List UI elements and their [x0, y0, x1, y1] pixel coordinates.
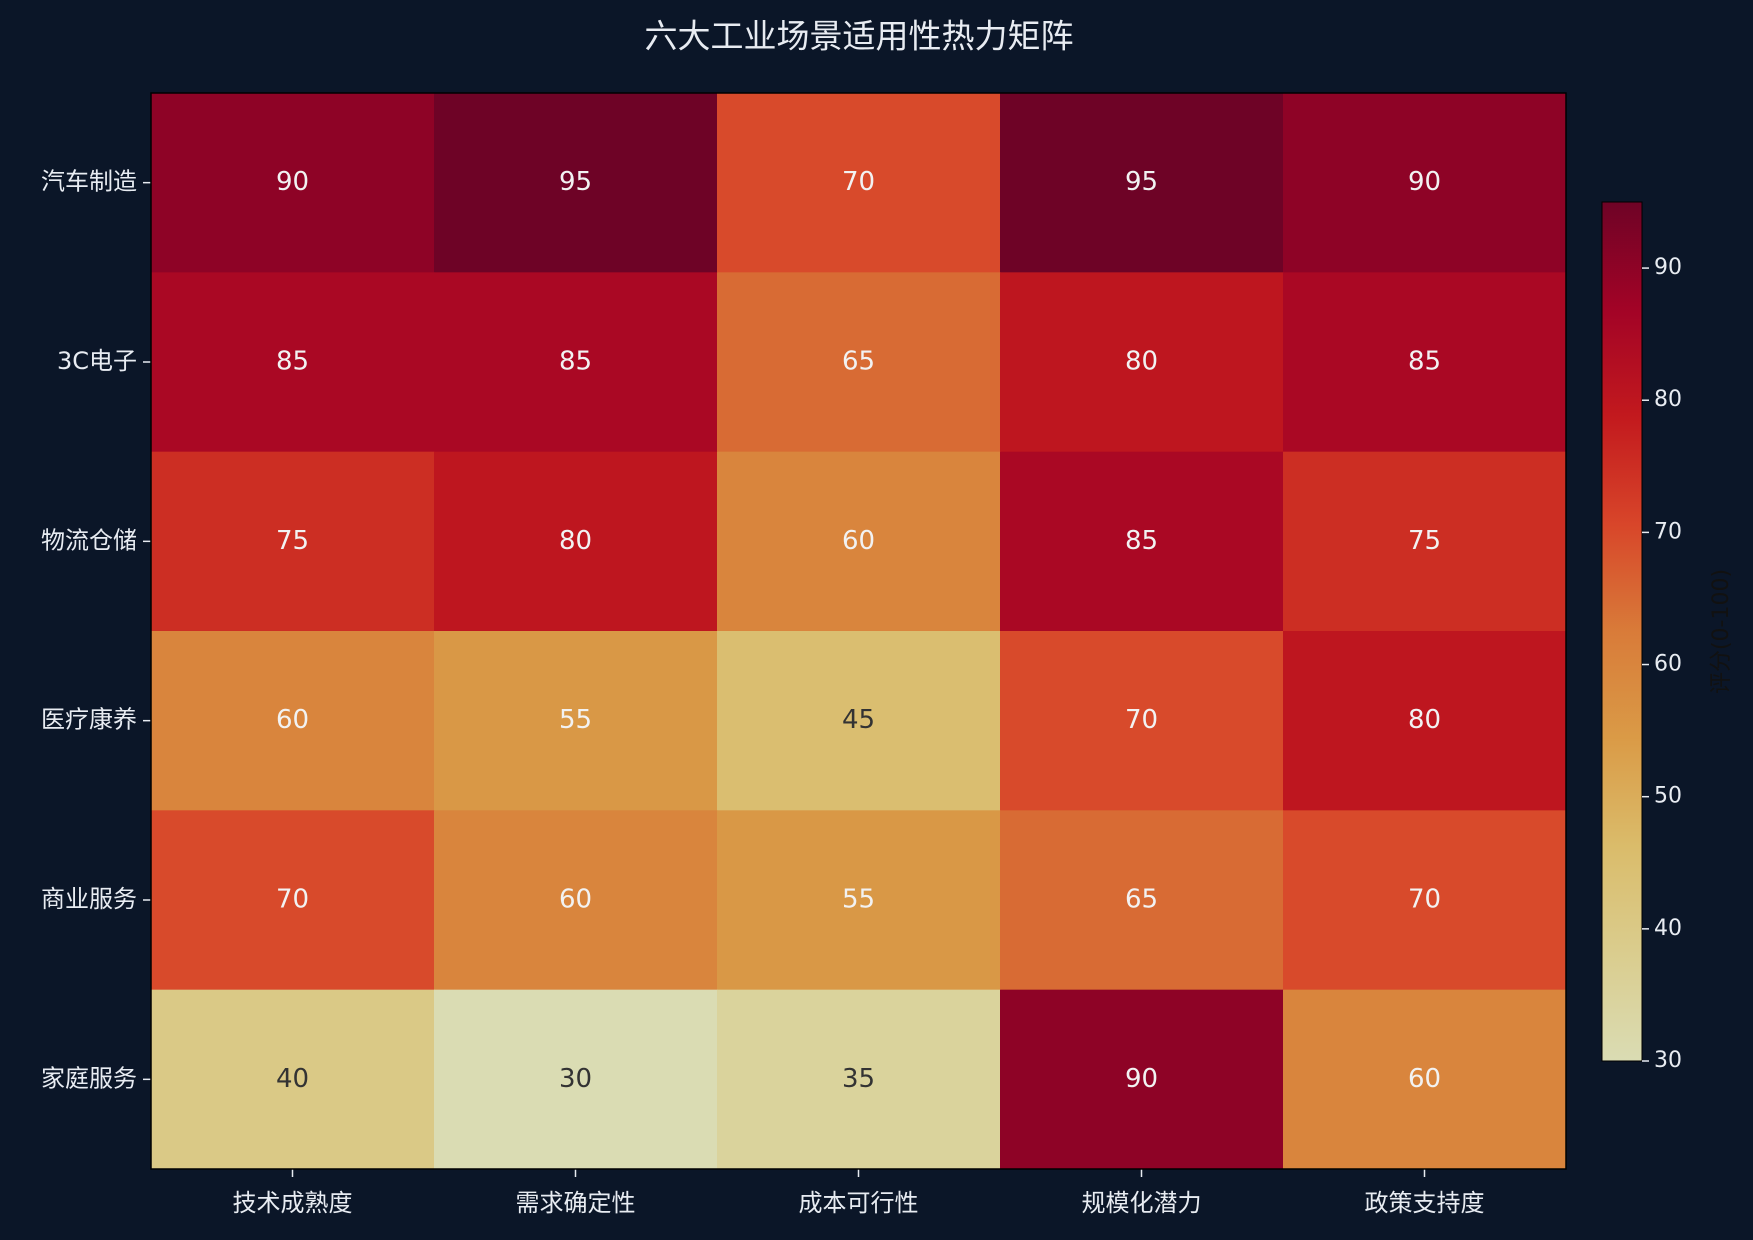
colorbar-tick-label: 60: [1654, 652, 1682, 677]
heatmap-cell: [717, 810, 1001, 991]
value-label: 85: [559, 347, 592, 377]
colorbar-tick-label: 80: [1654, 387, 1682, 412]
heatmap-cell: [434, 272, 718, 453]
value-label: 40: [276, 1064, 309, 1094]
heatmap-cell: [434, 810, 718, 991]
heatmap-cell: [717, 272, 1001, 453]
x-tick-label: 政策支持度: [1365, 1189, 1485, 1217]
chart-title: 六大工业场景适用性热力矩阵: [645, 17, 1074, 56]
value-label: 60: [1408, 1064, 1441, 1094]
value-label: 70: [842, 167, 875, 197]
colorbar-label: 评分(0-100): [1709, 569, 1734, 694]
value-label: 95: [1125, 167, 1158, 197]
heatmap-cell: [1283, 810, 1567, 991]
value-label: 70: [1125, 705, 1158, 735]
heatmap-cell: [434, 631, 718, 811]
heatmap-cell: [434, 93, 718, 273]
value-label: 75: [1408, 526, 1441, 556]
colorbar: [1602, 202, 1642, 1061]
heatmap-cell: [1283, 989, 1567, 1170]
heatmap-cell: [151, 93, 435, 273]
colorbar-tick-label: 40: [1654, 916, 1682, 941]
value-label: 45: [842, 705, 875, 735]
value-label: 60: [842, 526, 875, 556]
heatmap-cell: [151, 451, 435, 632]
heatmap-cell: [1000, 451, 1284, 632]
heatmap-cell: [151, 631, 435, 811]
heatmap-cell: [717, 989, 1001, 1170]
colorbar-frame: [1601, 201, 1643, 1062]
value-label: 65: [842, 347, 875, 377]
x-tick-label: 规模化潜力: [1082, 1189, 1202, 1217]
heatmap-cell: [717, 451, 1001, 632]
heatmap-cell: [1283, 93, 1567, 273]
value-label: 90: [276, 167, 309, 197]
x-tick-label: 需求确定性: [516, 1189, 636, 1217]
value-label: 55: [559, 705, 592, 735]
heatmap-cell: [717, 93, 1001, 273]
heatmap-cell: [434, 451, 718, 632]
y-tick-label: 汽车制造: [41, 168, 137, 196]
x-tick-label: 技术成熟度: [233, 1189, 353, 1217]
value-label: 95: [559, 167, 592, 197]
plot-frame: [150, 92, 1567, 1170]
colorbar-tick-label: 90: [1654, 255, 1682, 280]
value-label: 90: [1125, 1064, 1158, 1094]
heatmap-cell: [151, 810, 435, 991]
heatmap-cell: [1000, 93, 1284, 273]
heatmap-cell: [151, 272, 435, 453]
heatmap-cell: [434, 989, 718, 1170]
y-tick-label: 医疗康养: [41, 706, 137, 734]
heatmap-cell: [1000, 989, 1284, 1170]
heatmap-cell: [1283, 272, 1567, 453]
colorbar-tick-label: 30: [1654, 1048, 1682, 1073]
value-label: 90: [1408, 167, 1441, 197]
value-label: 65: [1125, 885, 1158, 915]
value-label: 80: [1125, 347, 1158, 377]
value-label: 60: [559, 885, 592, 915]
colorbar-tick-label: 70: [1654, 519, 1682, 544]
y-tick-label: 3C电子: [57, 347, 137, 375]
value-label: 80: [1408, 705, 1441, 735]
colorbar-tick-label: 50: [1654, 784, 1682, 809]
y-tick-label: 物流仓储: [41, 526, 137, 554]
value-label: 35: [842, 1064, 875, 1094]
heatmap-cell: [151, 989, 435, 1170]
x-tick-label: 成本可行性: [799, 1189, 919, 1217]
heatmap-cell: [717, 631, 1001, 811]
y-tick-label: 商业服务: [41, 885, 137, 913]
value-label: 85: [1408, 347, 1441, 377]
heatmap-cell: [1000, 631, 1284, 811]
heatmap-cell: [1000, 272, 1284, 453]
value-label: 70: [1408, 885, 1441, 915]
value-label: 80: [559, 526, 592, 556]
heatmap-cell: [1000, 810, 1284, 991]
value-label: 70: [276, 885, 309, 915]
value-label: 85: [276, 347, 309, 377]
y-tick-label: 家庭服务: [41, 1064, 137, 1092]
value-label: 75: [276, 526, 309, 556]
heatmap-cell: [1283, 631, 1567, 811]
value-label: 60: [276, 705, 309, 735]
value-label: 30: [559, 1064, 592, 1094]
value-label: 55: [842, 885, 875, 915]
heatmap-cell: [1283, 451, 1567, 632]
value-label: 85: [1125, 526, 1158, 556]
